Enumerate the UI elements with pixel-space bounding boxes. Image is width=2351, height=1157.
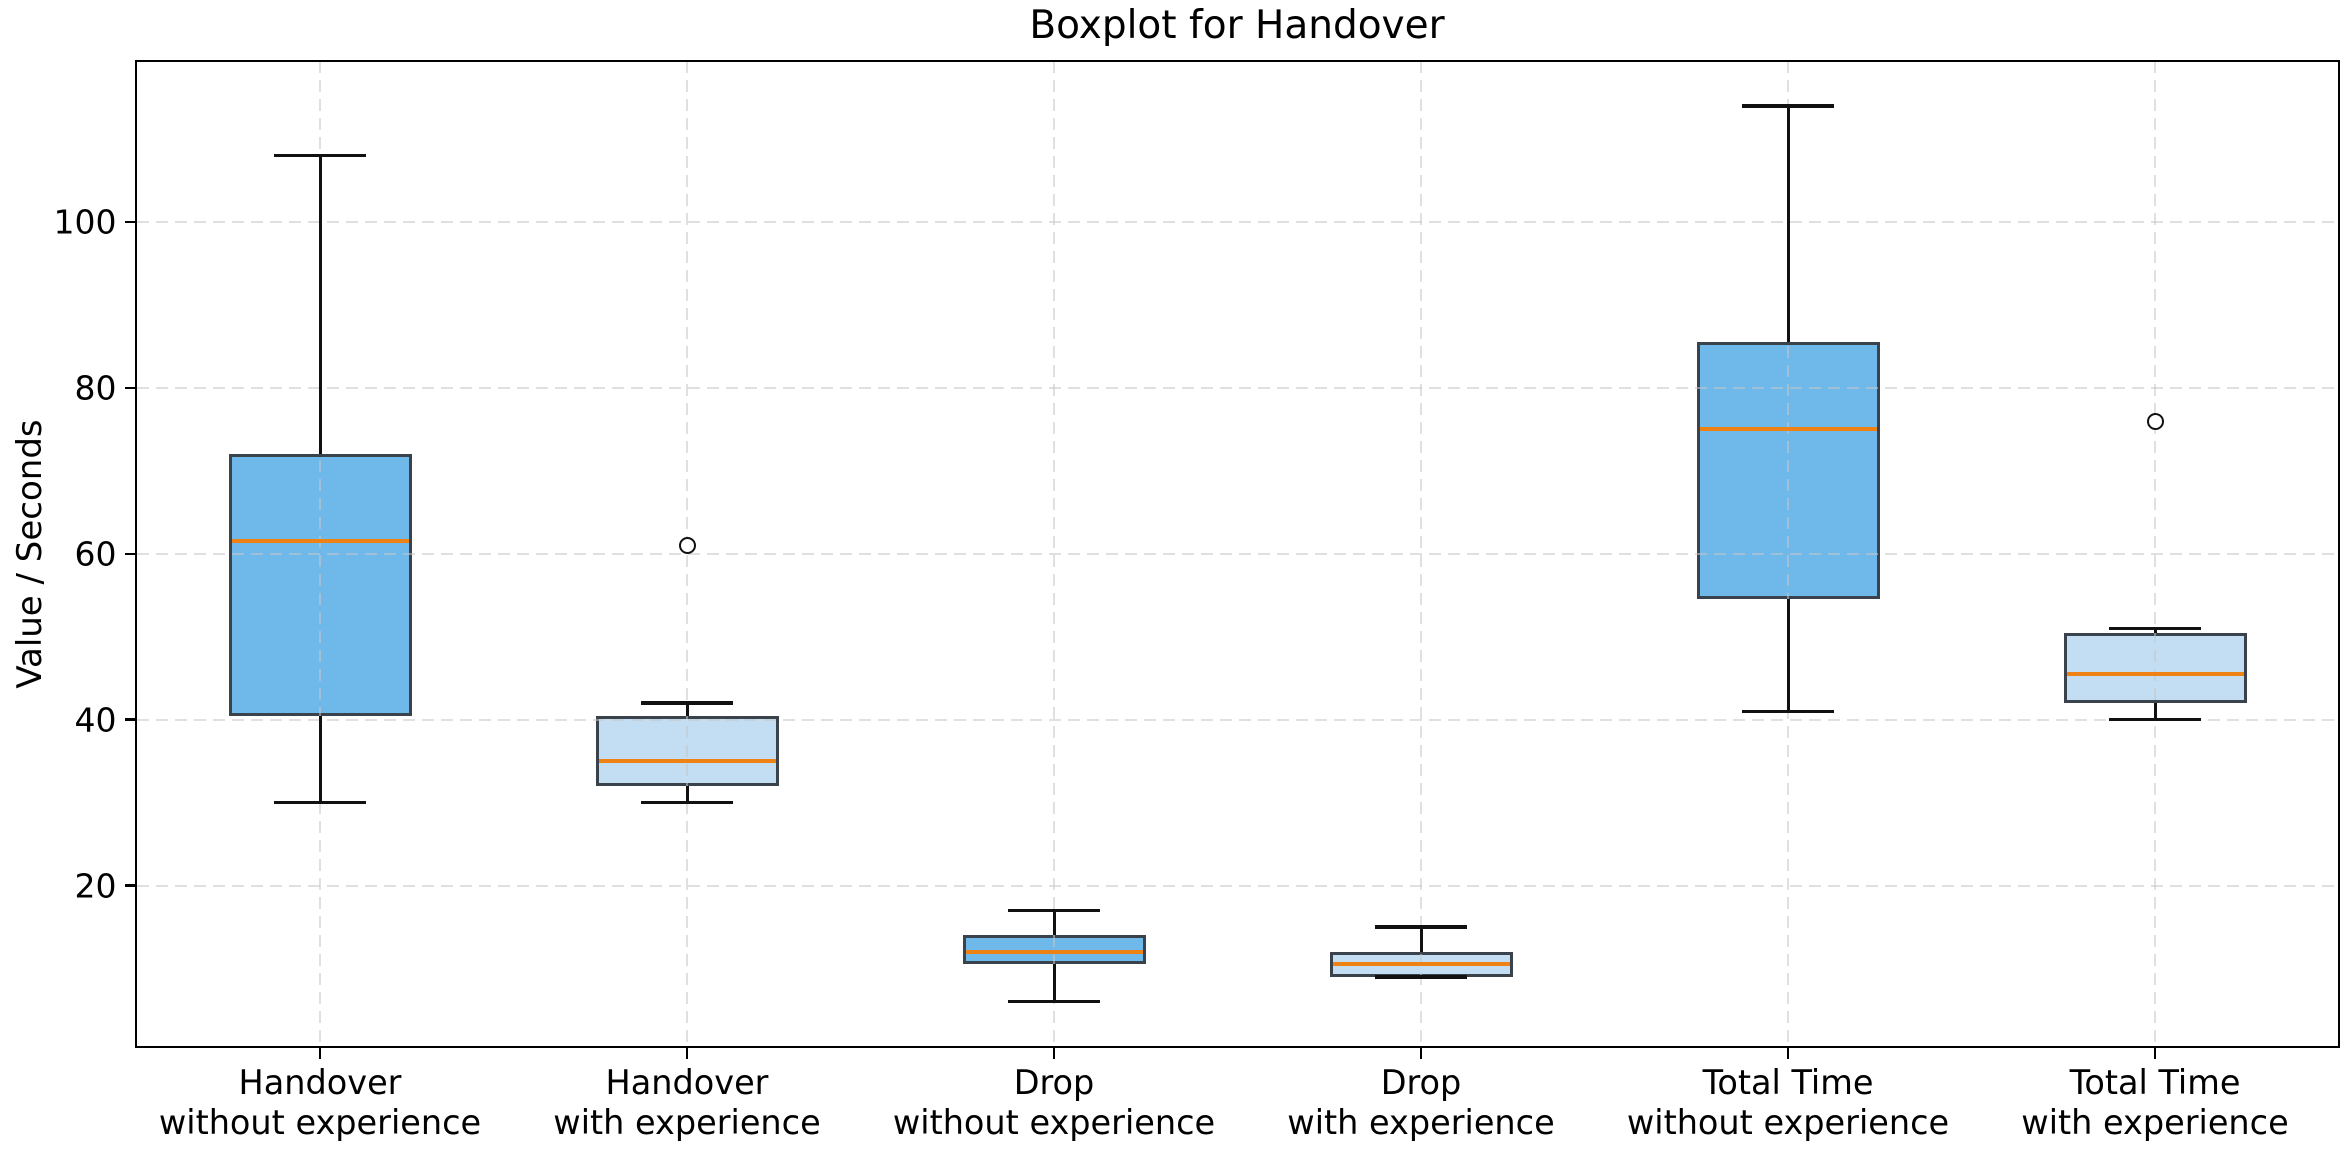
- horizontal-gridline: [136, 552, 2339, 555]
- whisker-cap-upper: [1375, 925, 1467, 929]
- y-tick-label: 100: [53, 202, 117, 242]
- x-tick-label-line: with experience: [2021, 1103, 2289, 1142]
- y-tick-mark: [124, 718, 137, 721]
- x-tick-label-line: Handover: [605, 1063, 769, 1102]
- vertical-gridline: [1787, 61, 1789, 1047]
- x-tick-label: Handover with experience: [477, 1063, 897, 1143]
- outlier-marker: [2146, 412, 2164, 430]
- x-tick-label: Total Time without experience: [1578, 1063, 1998, 1143]
- median-line: [231, 539, 409, 544]
- whisker-upper: [318, 155, 322, 455]
- x-tick-label: Drop without experience: [844, 1063, 1264, 1143]
- y-tick-mark: [124, 552, 137, 555]
- x-tick-label: Handover without experience: [110, 1063, 530, 1143]
- y-tick-label: 20: [74, 866, 117, 906]
- whisker-cap-lower: [1375, 975, 1467, 979]
- horizontal-gridline: [136, 386, 2339, 389]
- median-line: [1332, 962, 1510, 967]
- x-tick-mark: [1786, 1046, 1790, 1059]
- x-tick-mark: [2153, 1046, 2157, 1059]
- horizontal-gridline: [136, 220, 2339, 223]
- x-tick-label: Drop with experience: [1211, 1063, 1631, 1143]
- x-tick-label-line: Drop: [1380, 1063, 1462, 1102]
- whisker-cap-upper: [1742, 104, 1834, 108]
- whisker-lower: [318, 715, 322, 803]
- x-tick-label-line: Total Time: [2069, 1063, 2241, 1102]
- y-tick-mark: [124, 220, 137, 224]
- median-line: [1699, 427, 1877, 432]
- whisker-cap-lower: [1008, 999, 1100, 1004]
- vertical-gridline: [1420, 61, 1422, 1047]
- y-tick-label: 40: [74, 700, 117, 740]
- horizontal-gridline: [136, 884, 2339, 887]
- x-tick-mark: [685, 1046, 689, 1059]
- vertical-gridline: [319, 61, 321, 1047]
- whisker-cap-lower: [1742, 709, 1834, 714]
- x-tick-label-line: Drop: [1013, 1063, 1095, 1102]
- y-tick-label: 80: [74, 368, 117, 408]
- whisker-lower: [685, 786, 689, 803]
- whisker-cap-lower: [2109, 717, 2201, 722]
- whisker-upper: [2153, 628, 2157, 633]
- whisker-upper: [1786, 105, 1790, 343]
- whisker-cap-lower: [641, 800, 733, 805]
- vertical-gridline: [1053, 61, 1055, 1047]
- y-tick-mark: [124, 884, 137, 887]
- x-tick-mark: [318, 1046, 322, 1059]
- whisker-cap-upper: [274, 153, 366, 158]
- x-tick-label: Total Time with experience: [1945, 1063, 2351, 1143]
- x-tick-label-line: with experience: [1287, 1103, 1555, 1142]
- x-tick-label-line: with experience: [553, 1103, 821, 1142]
- median-line: [2066, 672, 2244, 677]
- whisker-lower: [1786, 599, 1790, 712]
- x-tick-mark: [1419, 1046, 1423, 1059]
- chart-title: Boxplot for Handover: [1029, 3, 1445, 48]
- vertical-gridline: [2154, 61, 2156, 1047]
- whisker-cap-upper: [1008, 908, 1100, 913]
- y-tick-label: 60: [74, 534, 117, 574]
- whisker-upper: [685, 703, 689, 716]
- x-tick-label-line: Total Time: [1702, 1063, 1874, 1102]
- whisker-cap-upper: [641, 701, 733, 705]
- x-tick-label-line: without experience: [892, 1103, 1216, 1142]
- whisker-upper: [1052, 910, 1056, 936]
- x-tick-label-line: without experience: [1626, 1103, 1950, 1142]
- x-tick-label-line: without experience: [158, 1103, 482, 1142]
- horizontal-gridline: [136, 718, 2339, 721]
- whisker-cap-lower: [274, 800, 366, 805]
- x-tick-label-line: Handover: [238, 1063, 402, 1102]
- whisker-upper: [1419, 927, 1423, 952]
- outlier-marker: [678, 536, 696, 554]
- y-tick-mark: [124, 386, 137, 390]
- whisker-cap-upper: [2109, 626, 2201, 631]
- x-tick-mark: [1052, 1046, 1056, 1059]
- median-line: [598, 759, 776, 764]
- whisker-lower: [2153, 703, 2157, 720]
- whisker-lower: [1052, 964, 1056, 1002]
- median-line: [965, 949, 1143, 954]
